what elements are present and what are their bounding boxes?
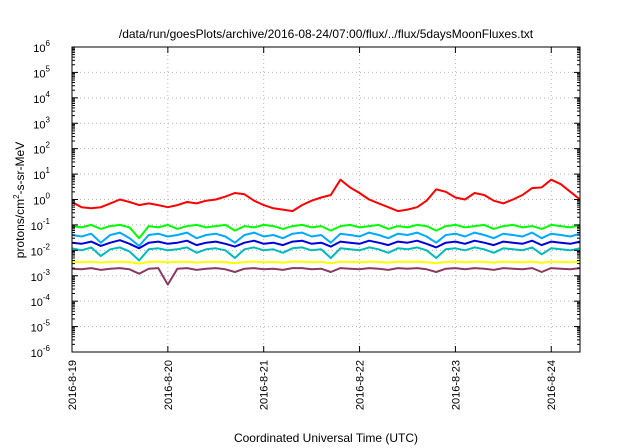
y-tick-label: 101	[33, 166, 50, 182]
x-tick-label: 2016-8-20	[163, 360, 175, 410]
x-tick-label: 2016-8-21	[259, 360, 271, 410]
y-tick-base: 10	[31, 246, 43, 258]
y-tick-label: 10-2	[31, 242, 51, 258]
series-line-7	[71, 267, 581, 286]
x-tick-label: 2016-8-22	[355, 360, 367, 410]
y-axis-label: protons/cm2-s-sr-MeV	[12, 142, 27, 258]
y-tick-base: 10	[31, 348, 43, 360]
x-tick-label: 2016-8-19	[67, 360, 79, 410]
y-tick-exponent: -4	[43, 293, 51, 302]
y-tick-label: 103	[33, 115, 50, 131]
y-tick-exponent: 0	[46, 192, 51, 201]
y-axis-label-rest: -s-sr-MeV	[13, 142, 27, 195]
chart-title: /data/run/goesPlots/archive/2016-08-24/0…	[119, 27, 534, 41]
y-tick-exponent: -1	[43, 217, 51, 226]
x-tick-label: 2016-8-24	[546, 360, 558, 410]
series-line-3	[71, 231, 581, 247]
y-tick-exponent: -2	[43, 242, 51, 251]
y-tick-label: 102	[33, 141, 50, 157]
series-layer	[71, 178, 581, 286]
x-tick-label: 2016-8-23	[450, 360, 462, 410]
series-line-2	[71, 223, 581, 240]
y-tick-label: 106	[33, 39, 50, 55]
y-axis-label-base: protons/cm	[13, 199, 27, 258]
y-tick-base: 10	[31, 323, 43, 335]
y-tick-exponent: -6	[43, 344, 51, 353]
grid	[72, 47, 580, 352]
y-tick-label: 10-6	[31, 344, 51, 360]
y-tick-exponent: 4	[46, 90, 51, 99]
y-tick-base: 10	[33, 94, 45, 106]
y-tick-label: 10-5	[31, 319, 51, 335]
y-tick-label: 105	[33, 64, 50, 80]
y-tick-exponent: 6	[46, 39, 51, 48]
y-tick-base: 10	[33, 43, 45, 55]
y-tick-base: 10	[31, 272, 43, 284]
series-line-6	[71, 260, 581, 265]
y-tick-exponent: 2	[46, 141, 51, 150]
series-line-5	[71, 246, 581, 262]
y-tick-label: 10-4	[31, 293, 51, 309]
y-tick-base: 10	[33, 68, 45, 80]
y-tick-exponent: 1	[46, 166, 51, 175]
y-tick-base: 10	[33, 119, 45, 131]
y-tick-label: 104	[33, 90, 50, 106]
y-tick-label: 100	[33, 192, 50, 208]
y-tick-exponent: -5	[43, 319, 51, 328]
y-tick-base: 10	[31, 221, 43, 233]
y-tick-label: 10-3	[31, 268, 51, 284]
y-tick-exponent: 3	[46, 115, 51, 124]
series-line-1	[71, 178, 581, 213]
y-axis: 10-610-510-410-310-210-11001011021031041…	[31, 39, 580, 360]
series-line-4	[71, 239, 581, 250]
y-tick-label: 10-1	[31, 217, 51, 233]
y-axis-label-sup: 2	[12, 194, 21, 199]
y-tick-exponent: -3	[43, 268, 51, 277]
x-axis: 2016-8-19 2016-8-20 2016-8-21 2016-8-22 2016…	[67, 47, 558, 410]
y-tick-base: 10	[33, 170, 45, 182]
y-tick-exponent: 5	[46, 64, 51, 73]
x-axis-label: Coordinated Universal Time (UTC)	[234, 431, 418, 445]
y-tick-base: 10	[33, 196, 45, 208]
y-tick-base: 10	[33, 145, 45, 157]
y-tick-base: 10	[31, 297, 43, 309]
